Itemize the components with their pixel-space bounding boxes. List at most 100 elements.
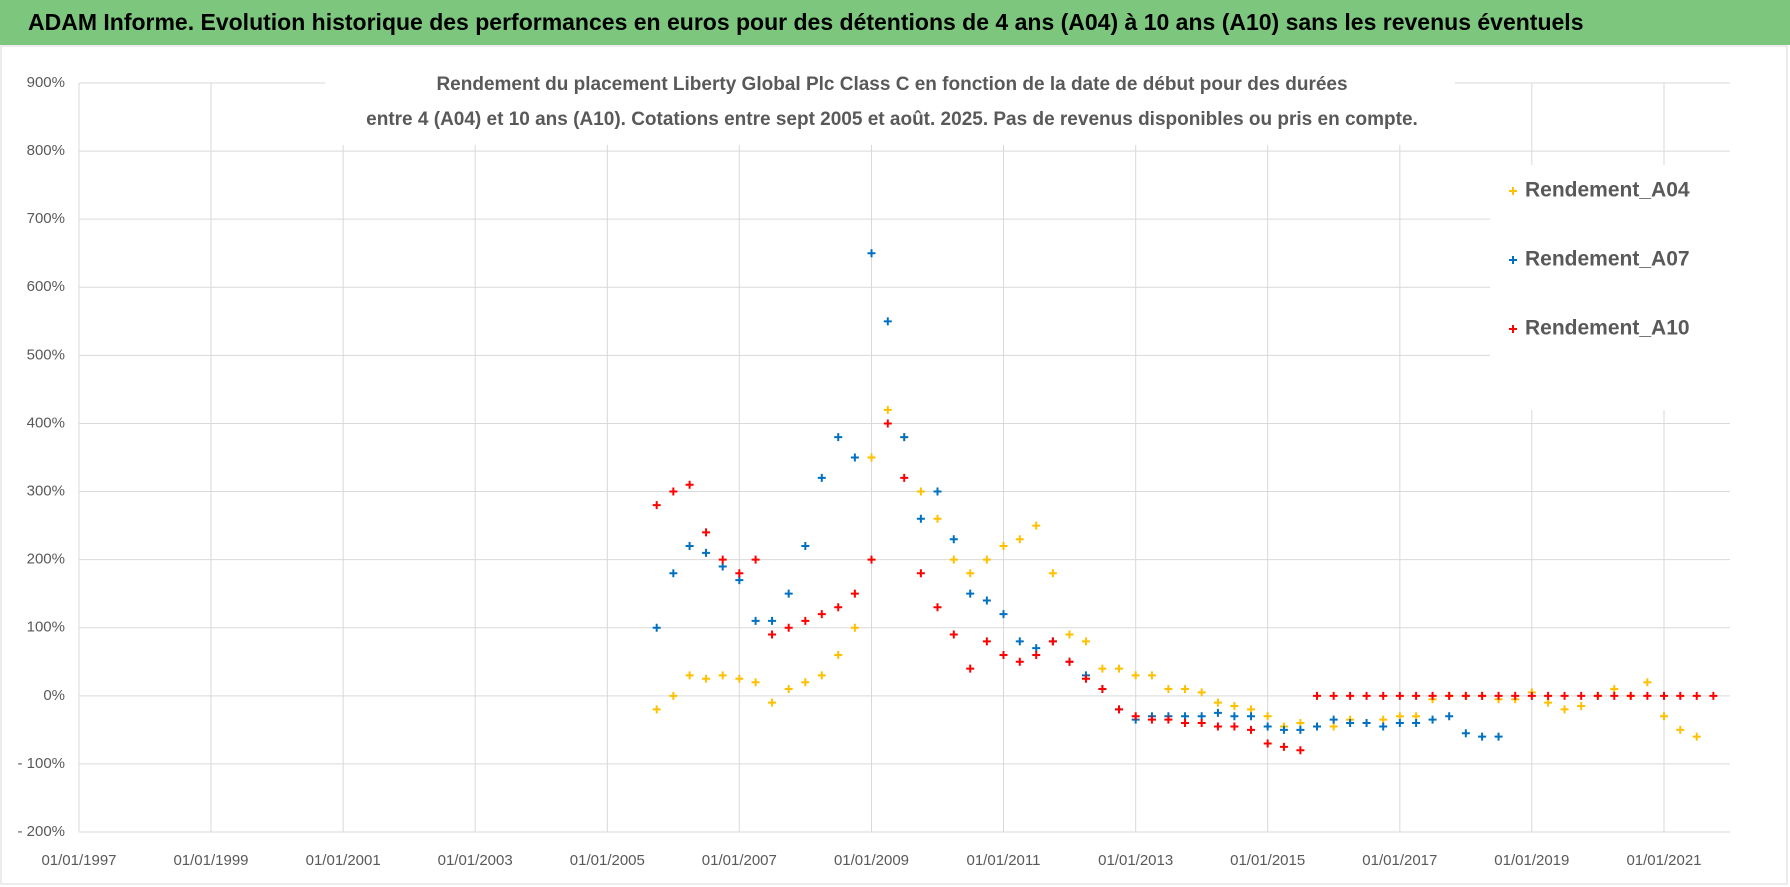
data-point: [834, 650, 843, 659]
data-point: [1494, 732, 1503, 741]
data-point: [1081, 637, 1090, 646]
data-point: [1692, 691, 1701, 700]
data-point: [1313, 722, 1322, 731]
data-point: [1660, 691, 1668, 700]
data-point: [1461, 729, 1470, 738]
data-point: [1263, 722, 1272, 731]
data-point: [966, 569, 975, 578]
data-point: [933, 487, 942, 496]
data-point: [1676, 691, 1685, 700]
data-point: [850, 623, 859, 632]
data-point: [801, 678, 810, 687]
data-point: [1164, 685, 1173, 694]
data-point: [669, 569, 678, 578]
data-point: [1660, 712, 1668, 721]
data-point: [867, 555, 876, 564]
y-tick-label: 200%: [27, 551, 65, 568]
data-point: [1213, 708, 1222, 717]
data-point: [1197, 719, 1206, 728]
data-point: [1247, 725, 1256, 734]
data-point: [1263, 712, 1272, 721]
x-tick-label: 01/01/2009: [834, 852, 909, 869]
data-point: [982, 637, 991, 646]
data-point: [1048, 637, 1057, 646]
data-point: [1692, 732, 1701, 741]
data-point: [999, 542, 1008, 551]
data-point: [1346, 719, 1355, 728]
data-point: [1494, 691, 1503, 700]
data-point: [1379, 691, 1388, 700]
data-point: [702, 674, 711, 683]
y-tick-label: 300%: [27, 483, 65, 500]
data-point: [1412, 691, 1421, 700]
data-point: [949, 535, 958, 544]
data-point: [751, 678, 760, 687]
data-point: [751, 616, 760, 625]
legend-label: Rendement_A07: [1525, 248, 1690, 271]
data-point: [685, 542, 694, 551]
data-point: [1412, 712, 1421, 721]
x-tick-label: 01/01/2001: [306, 852, 381, 869]
data-point: [1709, 691, 1718, 700]
data-point: [1478, 732, 1487, 741]
data-point: [1098, 685, 1107, 694]
data-point: [1395, 719, 1404, 728]
legend-marker: [1509, 256, 1517, 264]
data-point: [1164, 715, 1173, 724]
data-point: [966, 589, 975, 598]
data-point: [1428, 691, 1437, 700]
x-tick-label: 01/01/2017: [1362, 852, 1437, 869]
data-point: [1560, 705, 1569, 714]
data-point: [784, 589, 793, 598]
data-point: [1643, 691, 1652, 700]
y-tick-label: 600%: [27, 278, 65, 295]
data-point: [949, 630, 958, 639]
data-point: [999, 610, 1008, 619]
data-point: [1412, 719, 1421, 728]
data-point: [1560, 691, 1569, 700]
y-tick-label: 0%: [43, 687, 65, 704]
data-point: [1379, 715, 1388, 724]
data-point: [1610, 685, 1619, 694]
data-point: [1643, 678, 1652, 687]
legend-marker: [1509, 187, 1517, 195]
data-point: [1213, 698, 1222, 707]
data-point: [999, 650, 1008, 659]
y-tick-label: 100%: [27, 619, 65, 636]
data-point: [1147, 671, 1156, 680]
data-point: [1461, 691, 1470, 700]
data-point: [1230, 722, 1239, 731]
data-point: [784, 623, 793, 632]
data-point: [1015, 657, 1024, 666]
x-tick-label: 01/01/2011: [967, 852, 1041, 869]
data-point: [1015, 535, 1024, 544]
data-point: [817, 671, 826, 680]
data-point: [1098, 664, 1107, 673]
data-point: [900, 433, 909, 442]
data-point: [900, 473, 909, 482]
data-point: [883, 317, 892, 326]
data-point: [1395, 691, 1404, 700]
data-point: [685, 480, 694, 489]
data-point: [1048, 569, 1057, 578]
y-tick-label: - 200%: [17, 823, 65, 840]
data-point: [784, 685, 793, 694]
data-point: [1230, 702, 1239, 711]
x-tick-label: 01/01/1999: [173, 852, 248, 869]
data-point: [1032, 650, 1041, 659]
y-tick-label: 700%: [27, 210, 65, 227]
data-point: [949, 555, 958, 564]
data-point: [1313, 691, 1322, 700]
data-point: [916, 487, 925, 496]
data-point: [718, 671, 727, 680]
legend-label: Rendement_A10: [1525, 317, 1690, 340]
data-point: [1147, 715, 1156, 724]
title-bg: [325, 65, 1455, 145]
x-tick-label: 01/01/2013: [1098, 852, 1173, 869]
data-point: [916, 569, 925, 578]
data-point: [982, 555, 991, 564]
data-point: [817, 473, 826, 482]
data-point: [1065, 657, 1074, 666]
data-point: [1478, 691, 1487, 700]
